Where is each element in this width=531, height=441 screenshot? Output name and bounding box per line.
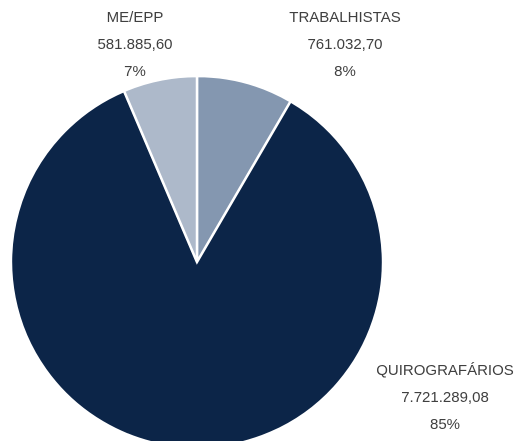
slice-percent-label: 85%: [430, 416, 460, 433]
pie-slice: [195, 74, 293, 267]
slice-category-label: ME/EPP: [107, 9, 164, 26]
slice-percent-label: 7%: [124, 63, 146, 80]
slice-value-label: 7.721.289,08: [401, 389, 489, 406]
slice-category-label: QUIROGRAFÁRIOS: [376, 362, 514, 379]
slice-category-label: TRABALHISTAS: [289, 9, 400, 26]
slice-percent-label: 8%: [334, 63, 356, 80]
pie-slice: [9, 89, 385, 441]
slice-value-label: 761.032,70: [307, 36, 382, 53]
pie-slice: [122, 74, 199, 263]
slice-value-label: 581.885,60: [97, 36, 172, 53]
